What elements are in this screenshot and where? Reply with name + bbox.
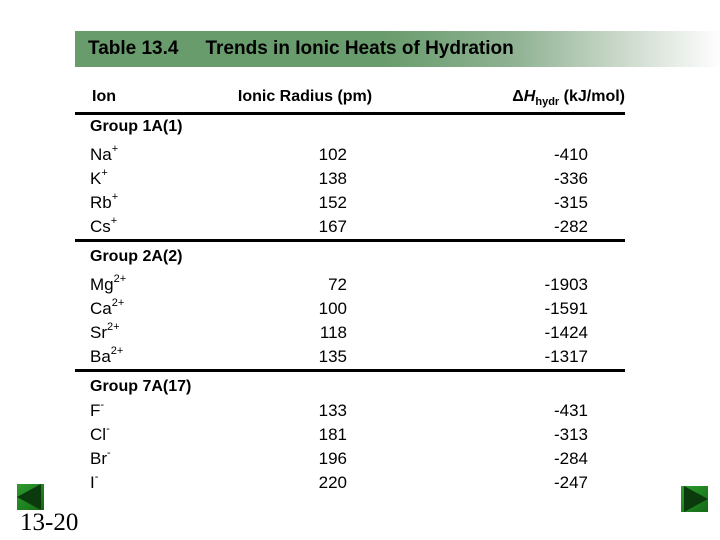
- ion-label: F-: [90, 399, 104, 423]
- radius-value: 118: [319, 323, 347, 342]
- element-symbol: Cs: [90, 217, 111, 236]
- ion-charge: +: [111, 143, 119, 156]
- ion-label: Cl-: [90, 423, 110, 447]
- table-header-row: Ion Ionic Radius (pm) ΔHhydr (kJ/mol): [75, 84, 625, 112]
- enthalpy-value: -1903: [544, 275, 588, 294]
- ion-charge: +: [101, 167, 108, 180]
- radius-value: 100: [318, 299, 347, 318]
- radius-value: 196: [318, 449, 347, 468]
- radius-value: 167: [318, 217, 347, 236]
- ion-label: Br-: [90, 447, 111, 471]
- group-header-2a: Group 2A(2): [90, 248, 183, 265]
- table-row: Na+ 102 -410: [75, 143, 625, 167]
- ion-label: Na+: [90, 143, 118, 167]
- radius-value: 138: [318, 169, 347, 188]
- table-title: Trends in Ionic Heats of Hydration: [205, 38, 514, 59]
- column-header-radius: Ionic Radius (pm): [237, 88, 373, 105]
- radius-value: 133: [318, 401, 347, 420]
- enthalpy-value: -313: [553, 425, 588, 444]
- ion-charge: -: [100, 399, 105, 412]
- radius-value: 102: [318, 145, 347, 164]
- table-row: Mg2+ 72 -1903: [75, 273, 625, 297]
- enthalpy-value: -1591: [544, 299, 588, 318]
- ion-label: Cs+: [90, 215, 117, 239]
- element-symbol: Mg: [90, 275, 114, 294]
- enthalpy-value: -315: [553, 193, 588, 212]
- arrow-right-icon: [684, 486, 708, 512]
- delta-symbol: Δ: [512, 88, 524, 105]
- ion-charge: 2+: [113, 273, 127, 286]
- table-row: K+ 138 -336: [75, 167, 625, 191]
- header-rule: [75, 112, 625, 115]
- group-divider-rule: [75, 239, 625, 242]
- table-row: Cl- 181 -313: [75, 423, 625, 447]
- enthalpy-value: -410: [553, 145, 588, 164]
- ion-label: Ca2+: [90, 297, 124, 321]
- ion-charge: 2+: [107, 321, 120, 334]
- element-symbol: Br: [90, 449, 107, 468]
- element-symbol: F: [90, 401, 101, 420]
- element-symbol: Cl: [90, 425, 107, 444]
- table-row: Cs+ 167 -282: [75, 215, 625, 239]
- ion-label: Rb+: [90, 191, 118, 215]
- table-row: Rb+ 152 -315: [75, 191, 625, 215]
- ion-charge: 2+: [110, 345, 124, 358]
- ion-charge: -: [106, 423, 110, 436]
- ion-charge: -: [94, 471, 99, 484]
- table-row: Ca2+ 100 -1591: [75, 297, 625, 321]
- enthalpy-value: -284: [553, 449, 588, 468]
- ion-charge: 2+: [111, 297, 125, 310]
- table-row: Ba2+ 135 -1317: [75, 345, 625, 369]
- column-header-ion: Ion: [92, 88, 116, 105]
- enthalpy-symbol: H: [523, 88, 536, 105]
- table-row: Sr2+ 118 -1424: [75, 321, 625, 345]
- table-row: F- 133 -431: [75, 399, 625, 423]
- enthalpy-value: -431: [553, 401, 588, 420]
- element-symbol: Ba: [90, 347, 111, 366]
- ion-label: Sr2+: [90, 321, 120, 345]
- enthalpy-value: -247: [553, 473, 588, 492]
- ion-label: Mg2+: [90, 273, 126, 297]
- ion-charge: +: [111, 191, 119, 204]
- element-symbol: I: [90, 473, 95, 492]
- group-divider-rule: [75, 369, 625, 372]
- data-table: Ion Ionic Radius (pm) ΔHhydr (kJ/mol) Gr…: [75, 84, 625, 495]
- enthalpy-value: -282: [553, 217, 588, 236]
- element-symbol: Na: [90, 145, 112, 164]
- table-title-bar: Table 13.4 Trends in Ionic Heats of Hydr…: [75, 31, 720, 67]
- element-symbol: Ca: [90, 299, 112, 318]
- radius-value: 152: [318, 193, 347, 212]
- column-header-enthalpy: ΔHhydr (kJ/mol): [512, 88, 625, 108]
- enthalpy-value: -1424: [544, 323, 588, 342]
- radius-value: 181: [318, 425, 347, 444]
- table-row: Br- 196 -284: [75, 447, 625, 471]
- radius-value: 135: [318, 347, 347, 366]
- ion-label: Ba2+: [90, 345, 123, 369]
- next-slide-button[interactable]: [681, 486, 708, 512]
- group-header-1a: Group 1A(1): [90, 118, 183, 135]
- element-symbol: K: [90, 169, 102, 188]
- group-header-7a: Group 7A(17): [90, 378, 192, 395]
- ion-charge: +: [110, 215, 118, 228]
- radius-value: 220: [318, 473, 347, 492]
- ion-charge: -: [107, 447, 111, 460]
- table-row: I- 220 -247: [75, 471, 625, 495]
- ion-label: K+: [90, 167, 108, 191]
- arrow-left-icon: [17, 484, 41, 510]
- slide-page-number: 13-20: [20, 509, 79, 536]
- element-symbol: Sr: [90, 323, 107, 342]
- ion-label: I-: [90, 471, 98, 495]
- element-symbol: Rb: [90, 193, 112, 212]
- table-number-label: Table 13.4: [88, 38, 179, 59]
- enthalpy-value: -1317: [544, 347, 588, 366]
- enthalpy-value: -336: [553, 169, 588, 188]
- radius-value: 72: [328, 275, 347, 294]
- enthalpy-units: (kJ/mol): [559, 88, 625, 105]
- previous-slide-button[interactable]: [17, 484, 44, 510]
- enthalpy-subscript: hydr: [535, 96, 560, 108]
